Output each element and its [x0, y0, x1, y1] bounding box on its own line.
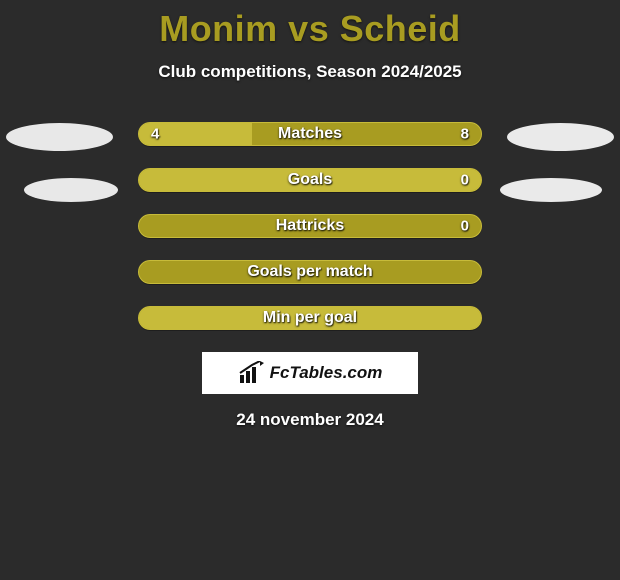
bar-mpg-fill [139, 307, 481, 329]
bar-min-per-goal: Min per goal [138, 306, 482, 330]
bar-hattricks-right-value: 0 [461, 218, 469, 235]
subtitle: Club competitions, Season 2024/2025 [0, 62, 620, 82]
bar-gpm-label: Goals per match [139, 263, 481, 281]
page-title: Monim vs Scheid [0, 0, 620, 50]
comparison-bars: 4 Matches 8 Goals 0 Hattricks 0 Goals pe… [0, 122, 620, 330]
brand-box: FcTables.com [202, 352, 418, 394]
brand-text: FcTables.com [270, 363, 383, 383]
brand-chart-icon [238, 361, 264, 385]
bar-matches: 4 Matches 8 [138, 122, 482, 146]
bar-hattricks: Hattricks 0 [138, 214, 482, 238]
left-player-marker-2 [24, 178, 118, 202]
left-player-marker-1 [6, 123, 113, 151]
bar-goals-per-match: Goals per match [138, 260, 482, 284]
right-player-marker-1 [507, 123, 614, 151]
bar-goals: Goals 0 [138, 168, 482, 192]
right-player-marker-2 [500, 178, 602, 202]
snapshot-date: 24 november 2024 [0, 410, 620, 430]
bar-hattricks-label: Hattricks [139, 217, 481, 235]
bar-matches-fill [139, 123, 252, 145]
bar-goals-fill [139, 169, 481, 191]
bar-matches-right-value: 8 [461, 126, 469, 143]
